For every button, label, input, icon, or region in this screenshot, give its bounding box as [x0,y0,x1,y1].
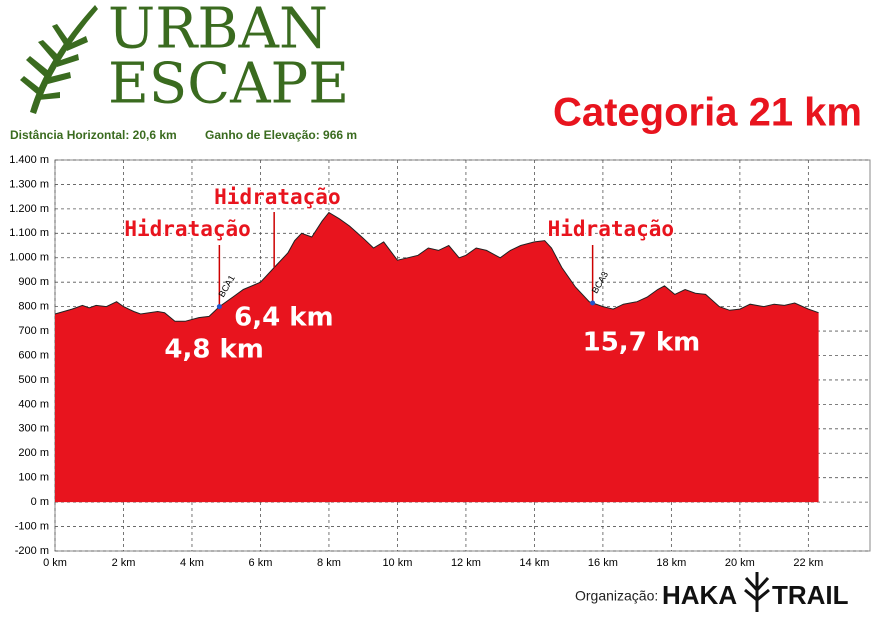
annotation-text: Hidratação [124,217,250,241]
marker-dot [590,300,596,306]
x-tick-label: 2 km [112,557,136,569]
x-tick-label: 22 km [793,557,823,569]
category: Categoria 21 km [553,91,862,135]
y-tick-label: 100 m [18,472,49,484]
annotation-distance: 4,8 km [164,335,264,365]
organizer-name: TRAIL [772,580,849,610]
y-tick-label: 0 m [31,496,49,508]
annotation-text: Hidratação [548,217,674,241]
x-tick-label: 0 km [43,557,67,569]
plot: 1.400 m 1.300 m 1.200 m 1.100 m 1.000 m 900 m… [9,154,871,569]
y-tick-label: 400 m [18,398,49,410]
logo-leaf [20,5,98,114]
x-tick-label: 18 km [656,557,686,569]
annotation-distance: 6,4 km [234,303,334,333]
y-tick-label: -100 m [15,520,49,532]
area [55,212,819,503]
organizer-label: Organização: [575,588,658,604]
y-tick-label: 900 m [18,276,49,288]
y-tick-label: 1.000 m [9,252,49,264]
brand: URBAN [108,0,328,62]
y-tick-label: 800 m [18,301,49,313]
distance: Distância Horizontal: 20,6 km [10,128,177,142]
x-tick-label: 16 km [588,557,618,569]
elevation-gain: Ganho de Elevação: 966 m [205,128,357,142]
profile-line [54,211,819,322]
y-tick-label: 600 m [18,349,49,361]
marker-dot [216,304,222,310]
x-tick-label: 14 km [519,557,549,569]
x-tick-label: 6 km [249,557,273,569]
organizer-name: HAKA [662,580,737,610]
x-tick-label: 20 km [725,557,755,569]
y-tick-label: 1.300 m [9,178,49,190]
brand: ESCAPE [108,52,349,117]
y-tick-label: 200 m [18,447,49,459]
x-tick-label: 4 km [180,557,204,569]
x-tick-label: 12 km [451,557,481,569]
y-tick-label: 1.400 m [9,154,49,166]
x-tick-label: 8 km [317,557,341,569]
y-tick-label: 1.200 m [9,203,49,215]
y-tick-label: 700 m [18,325,49,337]
x-tick-label: 10 km [382,557,412,569]
y-tick-label: 1.100 m [9,227,49,239]
y-tick-label: -200 m [15,545,49,557]
annotation-text: Hidratação [214,185,340,209]
annotation-distance: 15,7 km [583,328,701,358]
y-tick-label: 500 m [18,374,49,386]
y-tick-label: 300 m [18,423,49,435]
organizer-icon [744,572,770,612]
